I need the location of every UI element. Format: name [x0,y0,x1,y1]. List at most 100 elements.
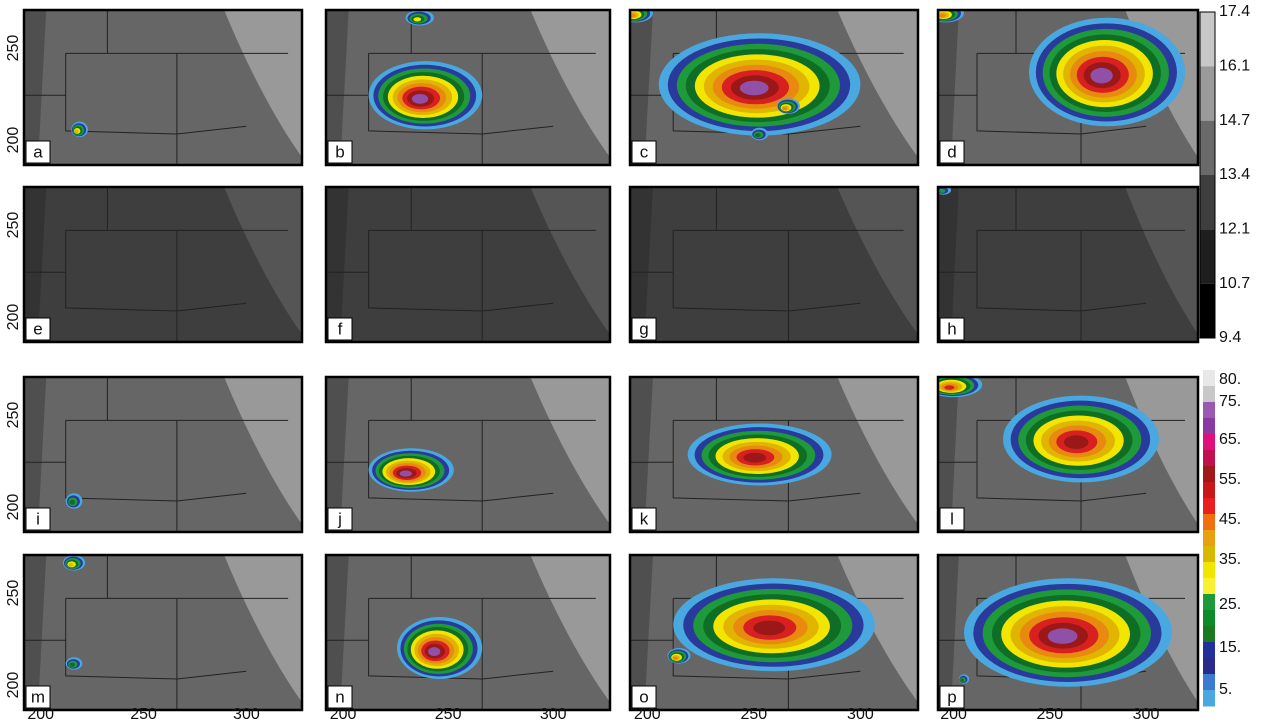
panel-label: p [947,687,956,706]
terrain-region [938,187,959,342]
panel-label: l [950,509,954,528]
colorbar-label: 5. [1219,681,1232,698]
map-panel [326,10,610,165]
terrain-region [326,377,349,532]
reflectivity-contour [782,106,788,111]
terrain-region [837,377,918,525]
colorbar-segment [1203,578,1215,595]
reflectivity-contour [673,656,678,660]
colorbar-segment [1203,674,1215,691]
panel-label-box [25,507,51,531]
boundary-line [326,187,596,342]
y-tick-label: 250 [5,212,22,239]
reflectivity-contour [944,385,955,390]
panel-label-box [939,317,965,341]
colorbar-segment [1200,175,1215,230]
y-tick-label: 200 [5,304,22,331]
reflectivity-contour [938,13,946,18]
reflectivity-contour [1047,628,1078,644]
terrain-region [24,377,47,532]
colorbar-label: 55. [1219,471,1241,488]
map-panel [938,10,1198,165]
panel-label-box [25,140,51,164]
panel-label-box [631,140,657,164]
map-panel [630,555,918,710]
panel-label: f [338,319,343,338]
reflectivity-contour [1063,435,1089,450]
panel-border [628,8,920,167]
x-tick-label: 200 [940,706,967,723]
panel-border [324,8,612,167]
map-panel [326,555,610,710]
colorbar-segment [1203,370,1215,387]
x-tick-label: 250 [130,706,157,723]
colorbar-segment [1203,450,1215,467]
reflectivity-contour [413,17,422,22]
colorbar-segment [1203,594,1215,611]
colorbar-label: 25. [1219,596,1241,613]
terrain-region [530,377,610,525]
reflectivity-contour [743,452,767,463]
boundary-line [326,555,596,710]
panel-border [22,8,304,167]
terrain-region [326,187,349,342]
panel-border [22,553,304,712]
reflectivity-contour [630,13,636,18]
panel-border [22,185,304,344]
colorbar-label: 15. [1219,639,1241,656]
panel-border [324,375,612,534]
colorbar-label: 16.1 [1219,58,1250,75]
reflectivity-contour [739,80,769,96]
terrain-region [837,555,918,703]
x-tick-label: 200 [634,706,661,723]
reflectivity-contour [753,620,786,636]
reflectivity-contour [938,188,946,193]
map-panel [938,377,1198,532]
reflectivity-contour [1090,67,1113,84]
map-panel [326,187,610,342]
map-panel [24,187,302,342]
terrain-region [630,10,654,165]
terrain-region [530,10,610,158]
colorbar-label: 13.4 [1219,166,1250,183]
colorbar-label: 35. [1219,551,1241,568]
panel-label: i [36,509,40,528]
colorbar-label: 65. [1219,431,1241,448]
panel-border [936,8,1200,167]
colorbar-label: 17.4 [1219,3,1250,20]
map-panel [630,10,918,165]
terrain-region [224,377,302,525]
panel-label-box [939,140,965,164]
panel-label: k [640,509,649,528]
colorbar-segment [1203,402,1215,419]
terrain-region [326,10,349,165]
panel-label-box [631,507,657,531]
panel-label-box [327,317,353,341]
reflectivity-contour [74,129,79,134]
reflectivity-contour [754,133,761,138]
panel-label-box [327,685,353,709]
map-panel [24,555,302,710]
panel-border [936,553,1200,712]
x-tick-label: 300 [233,706,260,723]
boundary-line [24,377,289,532]
panel-label: j [337,509,342,528]
panel-border [22,375,304,534]
colorbar-segment [1200,283,1215,338]
colorbar-segment [1203,690,1215,707]
x-tick-label: 300 [1133,706,1160,723]
x-tick-label: 250 [435,706,462,723]
boundary-line [326,10,596,165]
y-tick-label: 200 [5,127,22,154]
panel-label-box [939,685,965,709]
terrain-region [630,377,654,532]
y-tick-label: 200 [5,672,22,699]
boundary-line [326,377,596,532]
colorbar-segment [1203,610,1215,627]
panel-label: m [31,687,45,706]
terrain-region [938,555,959,710]
colorbar-segment [1203,562,1215,579]
terrain-region [326,555,349,710]
colorbar-label: 9.4 [1219,329,1241,346]
reflectivity-contour [428,647,441,657]
